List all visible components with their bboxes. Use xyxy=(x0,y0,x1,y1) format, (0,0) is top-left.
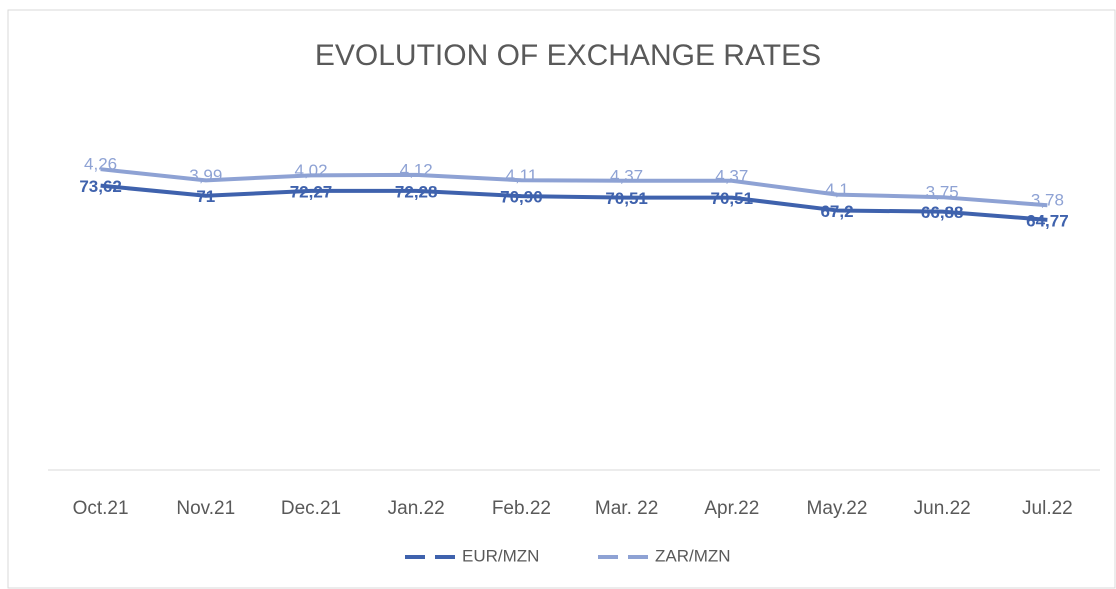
x-tick-label: Jun.22 xyxy=(914,498,971,519)
legend-label: ZAR/MZN xyxy=(655,546,731,565)
x-tick-label: Apr.22 xyxy=(704,498,759,519)
chart-title: EVOLUTION OF EXCHANGE RATES xyxy=(315,39,821,72)
data-label: 72,28 xyxy=(395,182,438,201)
x-tick-label: Jul.22 xyxy=(1022,498,1073,519)
chart-frame xyxy=(7,9,1116,589)
x-tick-label: Oct.21 xyxy=(73,498,129,519)
data-label: 67,2 xyxy=(820,202,853,221)
legend-label: EUR/MZN xyxy=(462,546,539,565)
data-label: 70,51 xyxy=(605,189,648,208)
data-label: 73,62 xyxy=(79,177,122,196)
x-tick-label: Mar. 22 xyxy=(595,498,658,519)
data-label: 4,11 xyxy=(505,166,537,185)
series-line xyxy=(100,183,1048,222)
x-tick-label: Dec.21 xyxy=(281,498,341,519)
data-label: 72,27 xyxy=(290,182,333,201)
data-label: 66,88 xyxy=(921,203,964,222)
series-line xyxy=(100,167,1048,208)
data-label: 4,1 xyxy=(825,180,849,199)
data-label: 70,51 xyxy=(711,189,754,208)
data-label: 3,78 xyxy=(1031,191,1064,210)
data-label: 4,37 xyxy=(715,166,748,185)
data-label: 4,37 xyxy=(610,166,643,185)
data-label: 64,77 xyxy=(1026,211,1069,230)
data-label: 4,26 xyxy=(84,155,117,174)
data-label: 4,02 xyxy=(294,161,327,180)
data-label: 4,12 xyxy=(400,160,433,179)
data-label: 3,99 xyxy=(189,166,222,185)
x-tick-label: Nov.21 xyxy=(176,498,235,519)
x-tick-label: Jan.22 xyxy=(388,498,445,519)
x-tick-label: Feb.22 xyxy=(492,498,551,519)
data-label: 70,90 xyxy=(500,188,543,207)
x-tick-label: May.22 xyxy=(807,498,868,519)
data-label: 71 xyxy=(196,187,215,206)
data-label: 3,75 xyxy=(926,183,959,202)
